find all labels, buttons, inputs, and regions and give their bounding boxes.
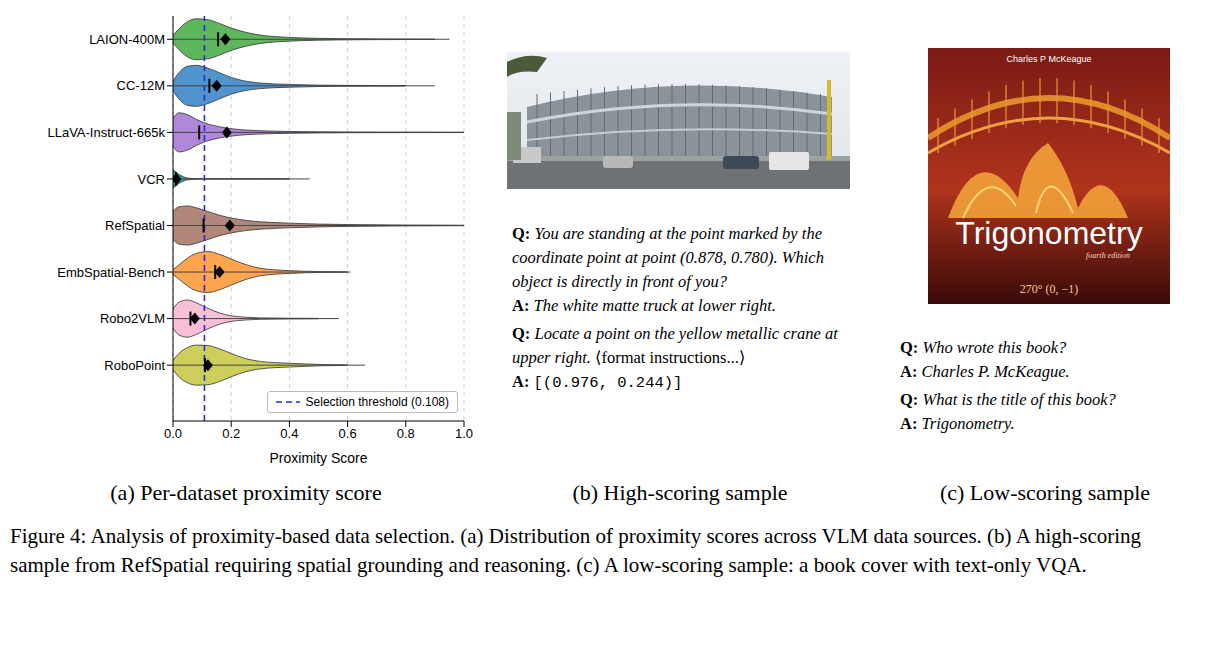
svg-text:0.4: 0.4: [280, 426, 298, 441]
svg-text:1.0: 1.0: [455, 426, 473, 441]
html-text:Figure 4: Analysis of proximit: Figure 4: Analysis of proximity-based da…: [10, 524, 1142, 577]
svg-text:RefSpatial: RefSpatial: [105, 218, 165, 233]
html-text:Q: What is the title of this b: Q: What is the title of this book?: [900, 390, 1116, 409]
svg-text:fourth edition: fourth edition: [1086, 251, 1130, 260]
html-text:(a) Per-dataset proximity scor: (a) Per-dataset proximity score: [110, 480, 382, 505]
html-text:A: [(0.976, 0.244)]: A: [(0.976, 0.244)]: [512, 372, 683, 392]
svg-text:Charles P McKeague: Charles P McKeague: [1007, 54, 1092, 64]
html-text:Q: Who wrote this book?: Q: Who wrote this book?: [900, 338, 1067, 357]
svg-text:0.2: 0.2: [222, 426, 240, 441]
svg-text:Trigonometry: Trigonometry: [955, 215, 1142, 251]
svg-text:LLaVA-Instruct-665k: LLaVA-Instruct-665k: [47, 125, 165, 140]
svg-text:EmbSpatial-Bench: EmbSpatial-Bench: [57, 265, 165, 280]
svg-text:Proximity Score: Proximity Score: [269, 450, 367, 466]
svg-text:0.8: 0.8: [397, 426, 415, 441]
svg-text:RoboPoint: RoboPoint: [104, 358, 165, 373]
svg-text:CC-12M: CC-12M: [117, 78, 165, 93]
svg-text:Robo2VLM: Robo2VLM: [100, 311, 165, 326]
html-text:A: The white matte truck at lo: A: The white matte truck at lower right.: [512, 296, 776, 315]
html-text:A: Charles P. McKeague.: A: Charles P. McKeague.: [900, 362, 1070, 381]
svg-text:0.6: 0.6: [339, 426, 357, 441]
svg-text:0.0: 0.0: [164, 426, 182, 441]
html-text:Selection threshold (0.108): Selection threshold (0.108): [305, 395, 449, 409]
html-text:(c) Low-scoring sample: (c) Low-scoring sample: [939, 480, 1151, 505]
html-text:(b) High-scoring sample: (b) High-scoring sample: [572, 480, 788, 505]
html-text:A: Trigonometry.: A: Trigonometry.: [900, 414, 1015, 433]
html-text:Q: Locate a point on the yello: Q: Locate a point on the yellow metallic…: [512, 324, 838, 367]
svg-text:VCR: VCR: [138, 172, 165, 187]
html-text:Q: You are standing at the poi: Q: You are standing at the point marked …: [512, 224, 824, 291]
svg-text:270° (0, −1): 270° (0, −1): [1020, 282, 1079, 296]
svg-text:LAION-400M: LAION-400M: [89, 32, 165, 47]
